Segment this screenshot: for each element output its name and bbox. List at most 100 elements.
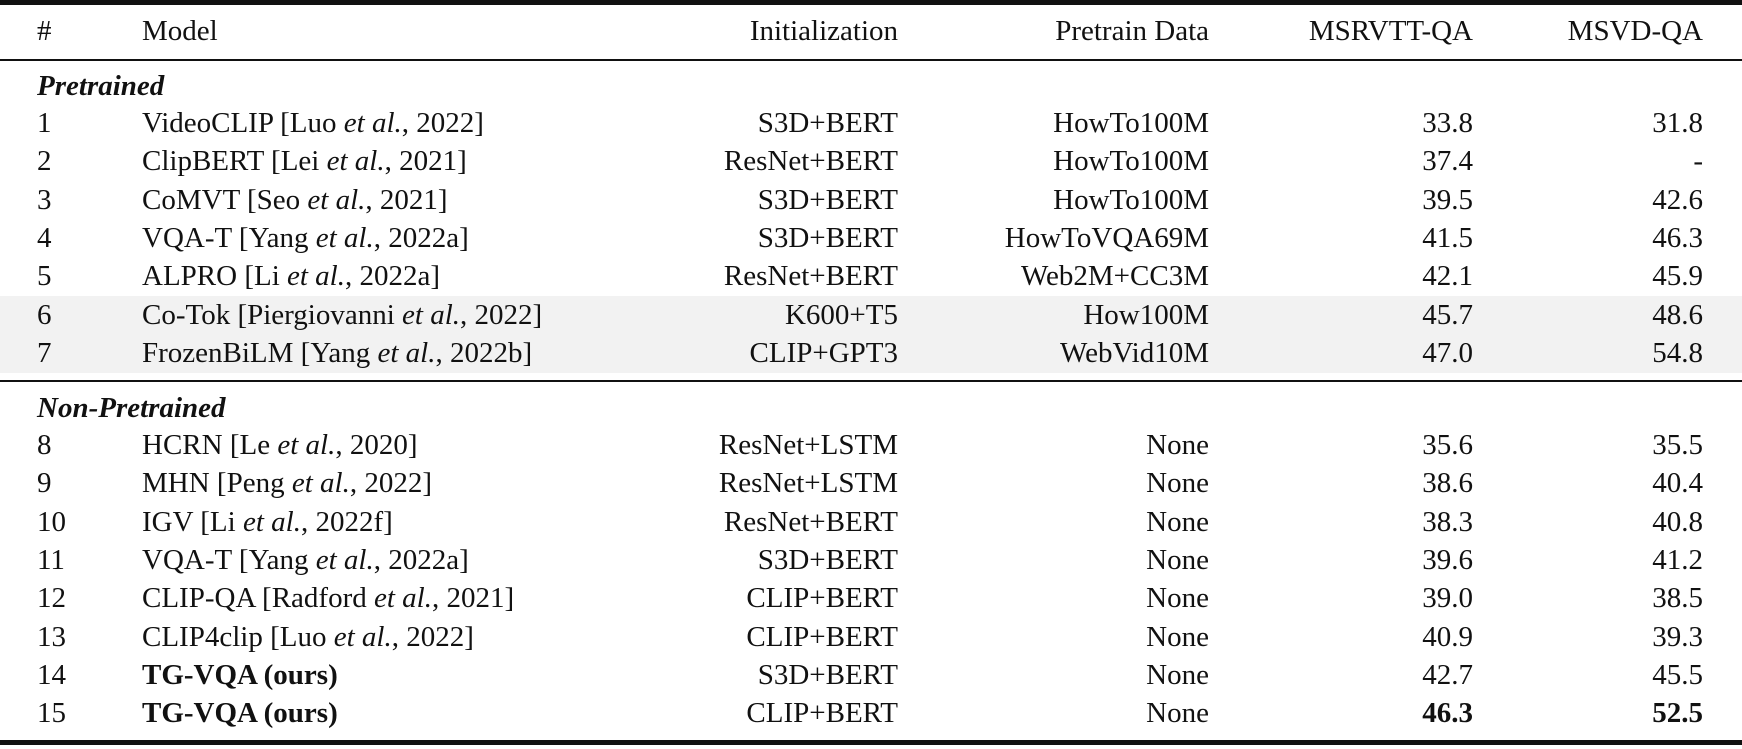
section-title: Pretrained	[37, 70, 165, 102]
column-header: #	[37, 15, 52, 47]
table-cell: None	[1146, 620, 1209, 653]
citation-etal: et al.	[287, 260, 345, 293]
header-rule	[0, 59, 1742, 61]
table-cell: 39.6	[1422, 543, 1473, 576]
table-cell: S3D+BERT	[757, 183, 898, 216]
model-name: MHN [Peng et al., 2022]	[142, 464, 432, 502]
table-cell: 39.5	[1422, 183, 1473, 216]
citation-etal: et al.	[333, 620, 392, 653]
model-text: HCRN [Le	[142, 429, 278, 461]
table-cell: HowToVQA69M	[1004, 221, 1209, 254]
model-name: CLIP-QA [Radford et al., 2021]	[142, 579, 514, 617]
model-text: VideoCLIP [Luo	[142, 107, 344, 139]
model-text: CLIP4clip [Luo	[142, 620, 334, 653]
table-cell: 41.5	[1422, 221, 1473, 254]
model-text: , 2022f]	[300, 505, 393, 538]
citation-etal: et al.	[277, 429, 336, 461]
table-cell: None	[1146, 505, 1209, 538]
model-text: , 2022a]	[373, 221, 469, 254]
table-cell: 45.9	[1652, 260, 1703, 293]
model-name: Co-Tok [Piergiovanni et al., 2022]	[142, 296, 542, 334]
table-cell: 45.7	[1422, 298, 1473, 331]
table-cell: HowTo100M	[1053, 145, 1209, 178]
citation-etal: et al.	[315, 543, 374, 576]
table-cell: 31.8	[1652, 107, 1703, 139]
row-highlight	[0, 295, 1742, 335]
model-text: TG-VQA (ours)	[142, 658, 338, 691]
table-cell: ResNet+LSTM	[718, 429, 898, 461]
table-cell: HowTo100M	[1053, 107, 1209, 139]
table-cell: 42.6	[1652, 183, 1703, 216]
model-name: FrozenBiLM [Yang et al., 2022b]	[142, 334, 532, 372]
table-cell: None	[1146, 467, 1209, 500]
citation-etal: et al.	[307, 183, 366, 216]
model-text: , 2022a]	[373, 543, 469, 576]
model-name: VQA-T [Yang et al., 2022a]	[142, 219, 469, 257]
table-cell: S3D+BERT	[757, 658, 898, 691]
table-cell: 11	[37, 543, 65, 576]
table-cell: 46.3	[1652, 221, 1703, 254]
model-name: ClipBERT [Lei et al., 2021]	[142, 142, 467, 180]
table-cell: 47.0	[1422, 336, 1473, 369]
model-text: , 2022a]	[345, 260, 441, 293]
model-text: VQA-T [Yang	[142, 543, 316, 576]
section-rule	[0, 380, 1742, 382]
table-cell: 52.5	[1652, 697, 1703, 730]
table-cell: 37.4	[1422, 145, 1473, 178]
table-cell: WebVid10M	[1060, 336, 1209, 369]
model-text: , 2021]	[365, 183, 448, 216]
table-cell: 38.3	[1422, 505, 1473, 538]
table-cell: CLIP+BERT	[746, 697, 898, 730]
model-name: CoMVT [Seo et al., 2021]	[142, 181, 448, 219]
table-cell: CLIP+GPT3	[749, 336, 898, 369]
table-cell: 13	[37, 620, 66, 653]
table-cell: CLIP+BERT	[746, 620, 898, 653]
model-text: ALPRO [Li	[142, 260, 287, 293]
table-cell: 40.8	[1652, 505, 1703, 538]
table-cell: CLIP+BERT	[746, 582, 898, 615]
model-name: TG-VQA (ours)	[142, 694, 338, 732]
table-cell: 10	[37, 505, 66, 538]
model-text: , 2022]	[401, 107, 484, 139]
table-cell: 14	[37, 658, 66, 691]
table-cell: 8	[37, 429, 52, 461]
table-cell: 38.5	[1652, 582, 1703, 615]
table-cell: 6	[37, 298, 52, 331]
table-cell: 35.6	[1422, 429, 1473, 461]
table-cell: None	[1146, 582, 1209, 615]
citation-etal: et al.	[326, 145, 385, 178]
table-cell: 33.8	[1422, 107, 1473, 139]
table-cell: HowTo100M	[1053, 183, 1209, 216]
model-name: VideoCLIP [Luo et al., 2022]	[142, 104, 484, 142]
table-cell: 7	[37, 336, 52, 369]
top-rule	[0, 0, 1742, 5]
model-text: MHN [Peng	[142, 467, 292, 500]
citation-etal: et al.	[315, 221, 374, 254]
table-cell: Web2M+CC3M	[1020, 260, 1209, 293]
model-text: CoMVT [Seo	[142, 183, 308, 216]
table-cell: None	[1146, 658, 1209, 691]
table-cell: None	[1146, 543, 1209, 576]
model-name: CLIP4clip [Luo et al., 2022]	[142, 618, 474, 656]
citation-etal: et al.	[242, 505, 301, 538]
table-cell: 1	[37, 107, 52, 139]
section-title: Non-Pretrained	[37, 392, 226, 424]
table-cell: S3D+BERT	[757, 107, 898, 139]
table-cell: ResNet+BERT	[723, 145, 898, 178]
table-cell: S3D+BERT	[757, 543, 898, 576]
table-cell: ResNet+LSTM	[718, 467, 898, 500]
table-cell: 12	[37, 582, 66, 615]
bottom-rule	[0, 740, 1742, 745]
table-cell: ResNet+BERT	[723, 260, 898, 293]
model-text: , 2022]	[460, 298, 543, 331]
column-header: MSRVTT-QA	[1308, 15, 1473, 47]
table-cell: 15	[37, 697, 66, 730]
table-cell: 41.2	[1652, 543, 1703, 576]
table-cell: 9	[37, 467, 52, 500]
model-text: , 2022]	[349, 467, 433, 500]
row-highlight	[0, 333, 1742, 373]
column-header: Model	[142, 15, 218, 47]
column-header: Pretrain Data	[1055, 15, 1209, 47]
model-text: VQA-T [Yang	[142, 221, 316, 254]
column-header: Initialization	[749, 15, 898, 47]
